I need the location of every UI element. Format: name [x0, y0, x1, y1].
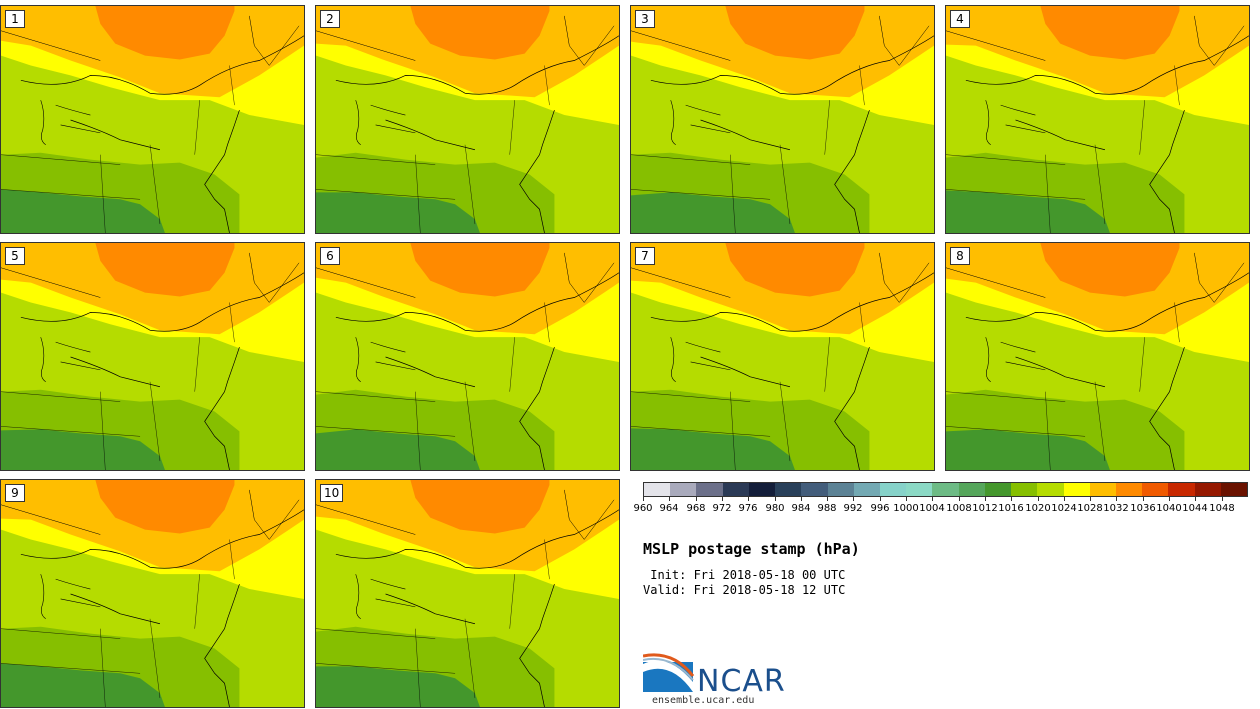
colorbar-tick-label: 968 — [686, 503, 706, 514]
stamp-panel-3: 3 — [630, 5, 935, 234]
colorbar-tick-label: 996 — [870, 503, 890, 514]
colorbar-tick — [853, 497, 854, 501]
colorbar-segment — [696, 483, 723, 496]
site-url: ensemble.ucar.edu — [652, 695, 755, 706]
stamp-panel-4: 4 — [945, 5, 1250, 234]
colorbar-segment — [879, 483, 907, 496]
colorbar-tick — [696, 497, 697, 501]
stamp-number: 6 — [320, 247, 340, 265]
colorbar-tick — [1169, 497, 1170, 501]
colorbar-tick-label: 980 — [765, 503, 785, 514]
stamp-number: 4 — [950, 10, 970, 28]
colorbar-segment — [1011, 483, 1038, 496]
colorbar-tick-label: 992 — [843, 503, 863, 514]
stamp-number: 1 — [5, 10, 25, 28]
stamp-panel-10: 10 — [315, 479, 620, 708]
stamp-number: 2 — [320, 10, 340, 28]
colorbar-tick — [827, 497, 828, 501]
stamp-number: 5 — [5, 247, 25, 265]
stamp-panel-6: 6 — [315, 242, 620, 471]
colorbar-segment — [722, 483, 749, 496]
colorbar-tick — [932, 497, 933, 501]
stamp-panel-7: 7 — [630, 242, 935, 471]
colorbar-tick-label: 1008 — [946, 503, 972, 514]
colorbar-tick-label: 984 — [791, 503, 811, 514]
colorbar-segment — [932, 483, 959, 496]
colorbar-segment — [958, 483, 985, 496]
colorbar-tick — [801, 497, 802, 501]
colorbar-tick-label: 976 — [738, 503, 758, 514]
colorbar-segment — [1220, 483, 1248, 496]
stamp-number: 10 — [320, 484, 344, 502]
colorbar-tick — [1116, 497, 1117, 501]
colorbar-tick-label: 1004 — [919, 503, 945, 514]
colorbar-segment — [644, 483, 671, 496]
colorbar-segment — [827, 483, 854, 496]
colorbar-segment — [853, 483, 880, 496]
colorbar-segment — [1194, 483, 1221, 496]
plot-title: MSLP postage stamp (hPa) — [643, 540, 860, 558]
stamp-panel-1: 1 — [0, 5, 305, 234]
colorbar-segment — [906, 483, 933, 496]
colorbar-segment — [1142, 483, 1169, 496]
colorbar-tick-label: 964 — [659, 503, 679, 514]
colorbar-tick — [1143, 497, 1144, 501]
colorbar-tick — [1011, 497, 1012, 501]
valid-time: Valid: Fri 2018-05-18 12 UTC — [643, 583, 846, 597]
colorbar-segment — [1168, 483, 1195, 496]
ncar-logo-icon — [643, 653, 695, 692]
colorbar-tick — [669, 497, 670, 501]
colorbar-tick — [1038, 497, 1039, 501]
colorbar-tick-label: 960 — [633, 503, 653, 514]
colorbar-tick-label: 1040 — [1156, 503, 1182, 514]
colorbar-tick-label: 1044 — [1182, 503, 1208, 514]
stamp-number: 9 — [5, 484, 25, 502]
colorbar-tick — [643, 497, 644, 501]
colorbar-tick-label: 1012 — [972, 503, 998, 514]
colorbar-tick-label: 1032 — [1103, 503, 1129, 514]
colorbar-segment — [1063, 483, 1090, 496]
colorbar-segment — [775, 483, 802, 496]
colorbar-tick — [775, 497, 776, 501]
stamp-number: 3 — [635, 10, 655, 28]
colorbar-tick-label: 1016 — [998, 503, 1024, 514]
colorbar-tick-label: 988 — [817, 503, 837, 514]
colorbar-tick — [985, 497, 986, 501]
colorbar-tick-label: 972 — [712, 503, 732, 514]
colorbar-tick — [1195, 497, 1196, 501]
stamp-panel-2: 2 — [315, 5, 620, 234]
stamp-panel-9: 9 — [0, 479, 305, 708]
colorbar-segment — [1037, 483, 1064, 496]
colorbar-tick-label: 1028 — [1077, 503, 1103, 514]
colorbar-tick — [1222, 497, 1223, 501]
ncar-logo-text: NCAR — [697, 664, 786, 699]
colorbar-tick — [722, 497, 723, 501]
colorbar-tick — [1090, 497, 1091, 501]
stamp-panel-5: 5 — [0, 242, 305, 471]
init-time: Init: Fri 2018-05-18 00 UTC — [643, 568, 846, 582]
colorbar — [643, 482, 1248, 497]
colorbar-tick — [906, 497, 907, 501]
stamp-number: 7 — [635, 247, 655, 265]
colorbar-segment — [748, 483, 776, 496]
colorbar-tick — [959, 497, 960, 501]
stamp-panel-8: 8 — [945, 242, 1250, 471]
colorbar-tick-label: 1000 — [893, 503, 919, 514]
colorbar-segment — [1115, 483, 1143, 496]
colorbar-segment — [801, 483, 828, 496]
stamp-number: 8 — [950, 247, 970, 265]
colorbar-tick — [748, 497, 749, 501]
colorbar-segment — [670, 483, 697, 496]
colorbar-tick — [1064, 497, 1065, 501]
colorbar-tick — [880, 497, 881, 501]
colorbar-segment — [984, 483, 1012, 496]
colorbar-tick-label: 1024 — [1051, 503, 1077, 514]
colorbar-ticks: 960 964 968 972 976 980 984 988 992 996 1000 1004 10… — [633, 497, 1248, 519]
colorbar-segment — [1089, 483, 1116, 496]
colorbar-tick-label: 1036 — [1130, 503, 1156, 514]
colorbar-tick-label: 1020 — [1025, 503, 1051, 514]
colorbar-tick-label: 1048 — [1209, 503, 1235, 514]
